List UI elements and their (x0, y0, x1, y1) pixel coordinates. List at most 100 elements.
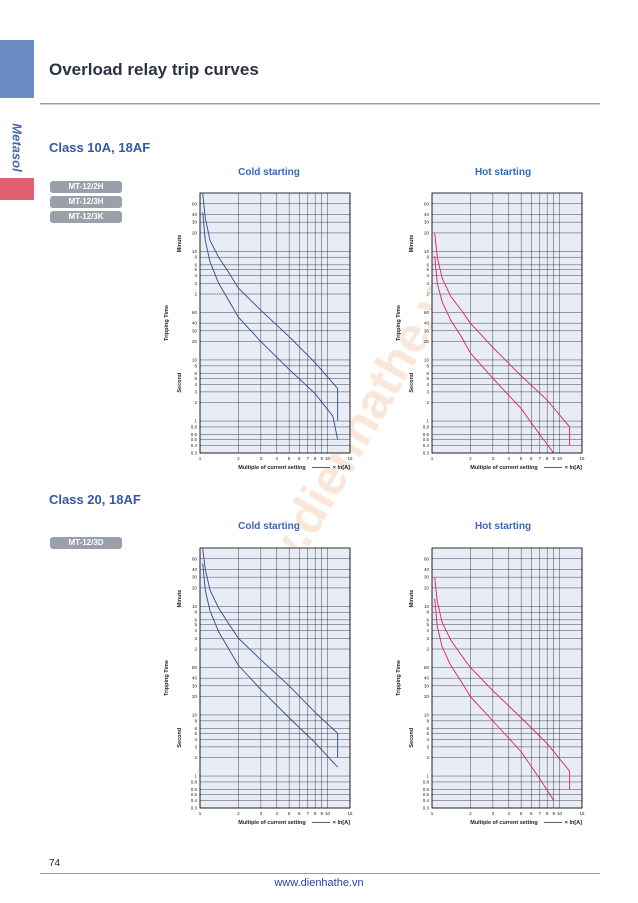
y-tick-label: 4 (194, 628, 197, 633)
x-tick-label: 4 (276, 811, 279, 816)
x-tick-label: 10 (557, 456, 563, 461)
x-tick-label: 8 (314, 456, 317, 461)
x-axis-title: Multiple of current setting (470, 820, 538, 826)
x-tick-label: 8 (314, 811, 317, 816)
y-tick-label: 30 (192, 328, 198, 333)
y-group-label-second: Second (177, 373, 183, 393)
y-axis-title: Tripping Time (164, 305, 170, 341)
trip-curve-upper (202, 547, 339, 758)
y-tick-label: 20 (424, 694, 430, 699)
x-tick-label: 2 (469, 456, 472, 461)
y-tick-label: 10 (424, 604, 430, 609)
y-tick-label: 8 (194, 255, 197, 260)
y-axis-title: Tripping Time (396, 660, 402, 696)
x-tick-label: 7 (539, 456, 542, 461)
y-tick-label: 8 (426, 718, 429, 723)
y-tick-label: 30 (192, 220, 198, 225)
y-tick-label: 2 (194, 755, 197, 760)
y-tick-label: 6 (194, 371, 197, 376)
y-tick-label: 60 (424, 310, 430, 315)
x-tick-label: 3 (260, 811, 263, 816)
y-tick-label: 40 (424, 567, 430, 572)
x-tick-label: 2 (469, 811, 472, 816)
x-tick-label: 3 (492, 456, 495, 461)
x-tick-label: 4 (508, 811, 511, 816)
trip-curve-upper (434, 577, 571, 790)
y-tick-label: 2 (426, 292, 429, 297)
x-tick-label: 7 (307, 811, 310, 816)
y-tick-label: 3 (194, 636, 197, 641)
y-tick-label: 5 (426, 376, 429, 381)
y-tick-label: 5 (426, 622, 429, 627)
side-tab (0, 40, 34, 98)
x-tick-label: 3 (260, 456, 263, 461)
y-tick-label: 0.8 (423, 424, 430, 429)
y-tick-label: 60 (192, 556, 198, 561)
y-tick-label: 0.5 (423, 792, 430, 797)
y-tick-label: 3 (426, 744, 429, 749)
y-tick-label: 2 (426, 647, 429, 652)
y-tick-label: 6 (426, 617, 429, 622)
y-tick-label: 6 (426, 262, 429, 267)
trip-curve-lower (202, 212, 339, 440)
y-tick-label: 40 (424, 676, 430, 681)
y-tick-label: 6 (426, 726, 429, 731)
y-tick-label: 20 (192, 339, 198, 344)
y-group-label-second: Second (177, 728, 183, 748)
x-axis-unit: × In[A] (565, 465, 582, 471)
x-axis-unit: × In[A] (333, 465, 350, 471)
chart-caption-hot-2: Hot starting (474, 521, 532, 532)
y-tick-label: 3 (426, 636, 429, 641)
y-tick-label: 0.4 (423, 443, 430, 448)
trip-curve-lower (434, 598, 555, 801)
y-tick-label: 4 (194, 737, 197, 742)
y-tick-label: 60 (424, 201, 430, 206)
x-tick-label: 9 (320, 456, 323, 461)
x-tick-label: 2 (237, 811, 240, 816)
y-tick-label: 1 (194, 419, 197, 424)
trip-curve-chart-hot-class20: 6040302010865432604030201086543210.80.60… (396, 547, 585, 826)
y-tick-label: 10 (192, 712, 198, 717)
y-tick-label: 40 (192, 321, 198, 326)
model-tag: MT-12/3K (50, 211, 122, 223)
y-tick-label: 40 (192, 676, 198, 681)
y-tick-label: 0.3 (191, 451, 198, 456)
y-tick-label: 60 (192, 665, 198, 670)
y-tick-label: 5 (194, 731, 197, 736)
y-tick-label: 4 (426, 737, 429, 742)
trip-curve-lower (202, 563, 338, 768)
x-tick-label: 7 (307, 456, 310, 461)
trip-curve-upper (202, 192, 339, 422)
x-tick-label: 15 (347, 456, 353, 461)
x-tick-label: 5 (288, 811, 291, 816)
y-tick-label: 10 (424, 249, 430, 254)
chart-caption-cold-2: Cold starting (238, 521, 300, 532)
y-tick-label: 8 (426, 255, 429, 260)
y-tick-label: 6 (194, 262, 197, 267)
y-tick-label: 60 (424, 665, 430, 670)
side-red-tab (0, 178, 34, 200)
y-tick-label: 10 (192, 357, 198, 362)
y-tick-label: 6 (194, 726, 197, 731)
footer-divider (40, 873, 600, 874)
y-axis-title: Tripping Time (164, 660, 170, 696)
title-divider (40, 103, 600, 104)
trip-curve-chart-cold-class10: 6040302010865432604030201086543210.80.60… (164, 192, 353, 471)
y-tick-label: 3 (194, 744, 197, 749)
y-tick-label: 0.8 (423, 779, 430, 784)
x-axis-unit: × In[A] (333, 820, 350, 826)
y-tick-label: 40 (192, 212, 198, 217)
section-title-2: Class 20, 18AF (49, 492, 141, 507)
x-tick-label: 15 (579, 456, 585, 461)
y-tick-label: 4 (194, 382, 197, 387)
x-tick-label: 1 (431, 456, 434, 461)
trip-curve-upper (434, 232, 571, 446)
x-tick-label: 15 (347, 811, 353, 816)
page-number: 74 (49, 858, 61, 869)
x-tick-label: 4 (276, 456, 279, 461)
y-tick-label: 1 (194, 774, 197, 779)
y-tick-label: 30 (424, 575, 430, 580)
y-tick-label: 8 (194, 718, 197, 723)
y-tick-label: 40 (424, 321, 430, 326)
model-tag: MT-12/3H (50, 196, 122, 208)
